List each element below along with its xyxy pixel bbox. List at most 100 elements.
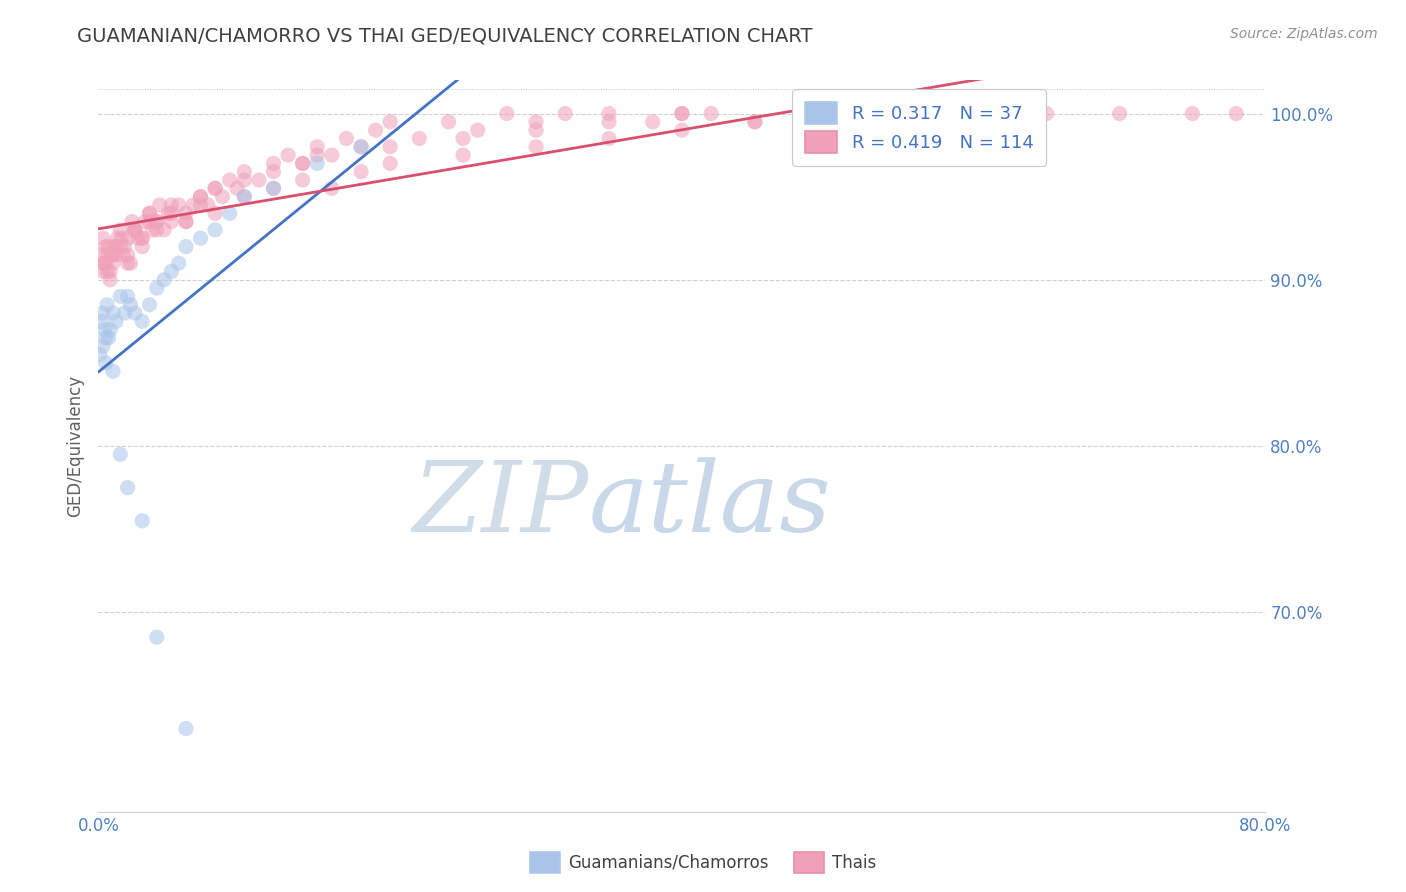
Point — [744, 115, 766, 129]
Point — [124, 306, 146, 320]
Point — [190, 189, 212, 203]
Point — [451, 131, 474, 145]
Point — [131, 239, 153, 253]
Point — [93, 323, 115, 337]
Point — [291, 156, 314, 170]
Point — [890, 106, 912, 120]
Point — [817, 106, 839, 120]
Point — [131, 514, 153, 528]
Point — [291, 173, 314, 187]
Point — [218, 173, 240, 187]
Point — [91, 306, 114, 320]
Point — [204, 181, 226, 195]
Point — [101, 248, 124, 262]
Point — [104, 314, 127, 328]
Point — [110, 289, 132, 303]
Point — [124, 223, 146, 237]
Point — [364, 123, 387, 137]
Point — [160, 206, 183, 220]
Point — [153, 223, 176, 237]
Point — [307, 148, 329, 162]
Point — [167, 198, 190, 212]
Point — [307, 140, 329, 154]
Point — [174, 214, 197, 228]
Point — [204, 206, 226, 220]
Point — [101, 364, 124, 378]
Point — [153, 273, 176, 287]
Text: ZIP: ZIP — [412, 457, 589, 552]
Point — [160, 198, 183, 212]
Point — [496, 106, 519, 120]
Point — [190, 231, 212, 245]
Point — [350, 140, 373, 154]
Legend: Guamanians/Chamorros, Thais: Guamanians/Chamorros, Thais — [523, 846, 883, 880]
Point — [157, 206, 180, 220]
Point — [110, 447, 132, 461]
Point — [335, 131, 357, 145]
Point — [124, 223, 146, 237]
Point — [218, 206, 240, 220]
Point — [134, 214, 156, 228]
Point — [524, 115, 547, 129]
Point — [114, 306, 136, 320]
Point — [190, 189, 212, 203]
Point — [321, 181, 343, 195]
Point — [321, 148, 343, 162]
Point — [131, 231, 153, 245]
Text: Source: ZipAtlas.com: Source: ZipAtlas.com — [1230, 27, 1378, 41]
Point — [524, 123, 547, 137]
Point — [437, 115, 460, 129]
Point — [233, 189, 256, 203]
Point — [93, 256, 115, 270]
Point — [94, 256, 117, 270]
Point — [131, 314, 153, 328]
Point — [671, 123, 693, 137]
Point — [233, 164, 256, 178]
Point — [146, 223, 169, 237]
Point — [146, 214, 169, 228]
Point — [233, 173, 256, 187]
Point — [146, 281, 169, 295]
Point — [524, 140, 547, 154]
Point — [90, 248, 112, 262]
Point — [110, 223, 132, 237]
Point — [117, 481, 139, 495]
Point — [211, 189, 233, 203]
Point — [598, 106, 620, 120]
Point — [120, 256, 142, 270]
Point — [1181, 106, 1204, 120]
Point — [105, 231, 128, 245]
Point — [233, 189, 256, 203]
Point — [97, 331, 120, 345]
Point — [98, 323, 121, 337]
Point — [138, 298, 160, 312]
Point — [141, 223, 163, 237]
Point — [204, 181, 226, 195]
Point — [263, 181, 285, 195]
Point — [94, 239, 117, 253]
Point — [700, 106, 723, 120]
Point — [190, 198, 212, 212]
Point — [101, 306, 124, 320]
Point — [226, 181, 249, 195]
Point — [124, 223, 146, 237]
Point — [671, 106, 693, 120]
Point — [598, 131, 620, 145]
Point — [117, 289, 139, 303]
Point — [247, 173, 270, 187]
Point — [91, 231, 114, 245]
Point — [104, 248, 127, 262]
Point — [181, 198, 204, 212]
Point — [98, 273, 121, 287]
Point — [100, 248, 122, 262]
Point — [117, 256, 139, 270]
Point — [114, 239, 136, 253]
Point — [671, 106, 693, 120]
Text: GUAMANIAN/CHAMORRO VS THAI GED/EQUIVALENCY CORRELATION CHART: GUAMANIAN/CHAMORRO VS THAI GED/EQUIVALEN… — [77, 27, 813, 45]
Legend: R = 0.317   N = 37, R = 0.419   N = 114: R = 0.317 N = 37, R = 0.419 N = 114 — [792, 89, 1046, 166]
Point — [467, 123, 489, 137]
Point — [263, 164, 285, 178]
Point — [149, 198, 172, 212]
Point — [263, 156, 285, 170]
Point — [93, 256, 115, 270]
